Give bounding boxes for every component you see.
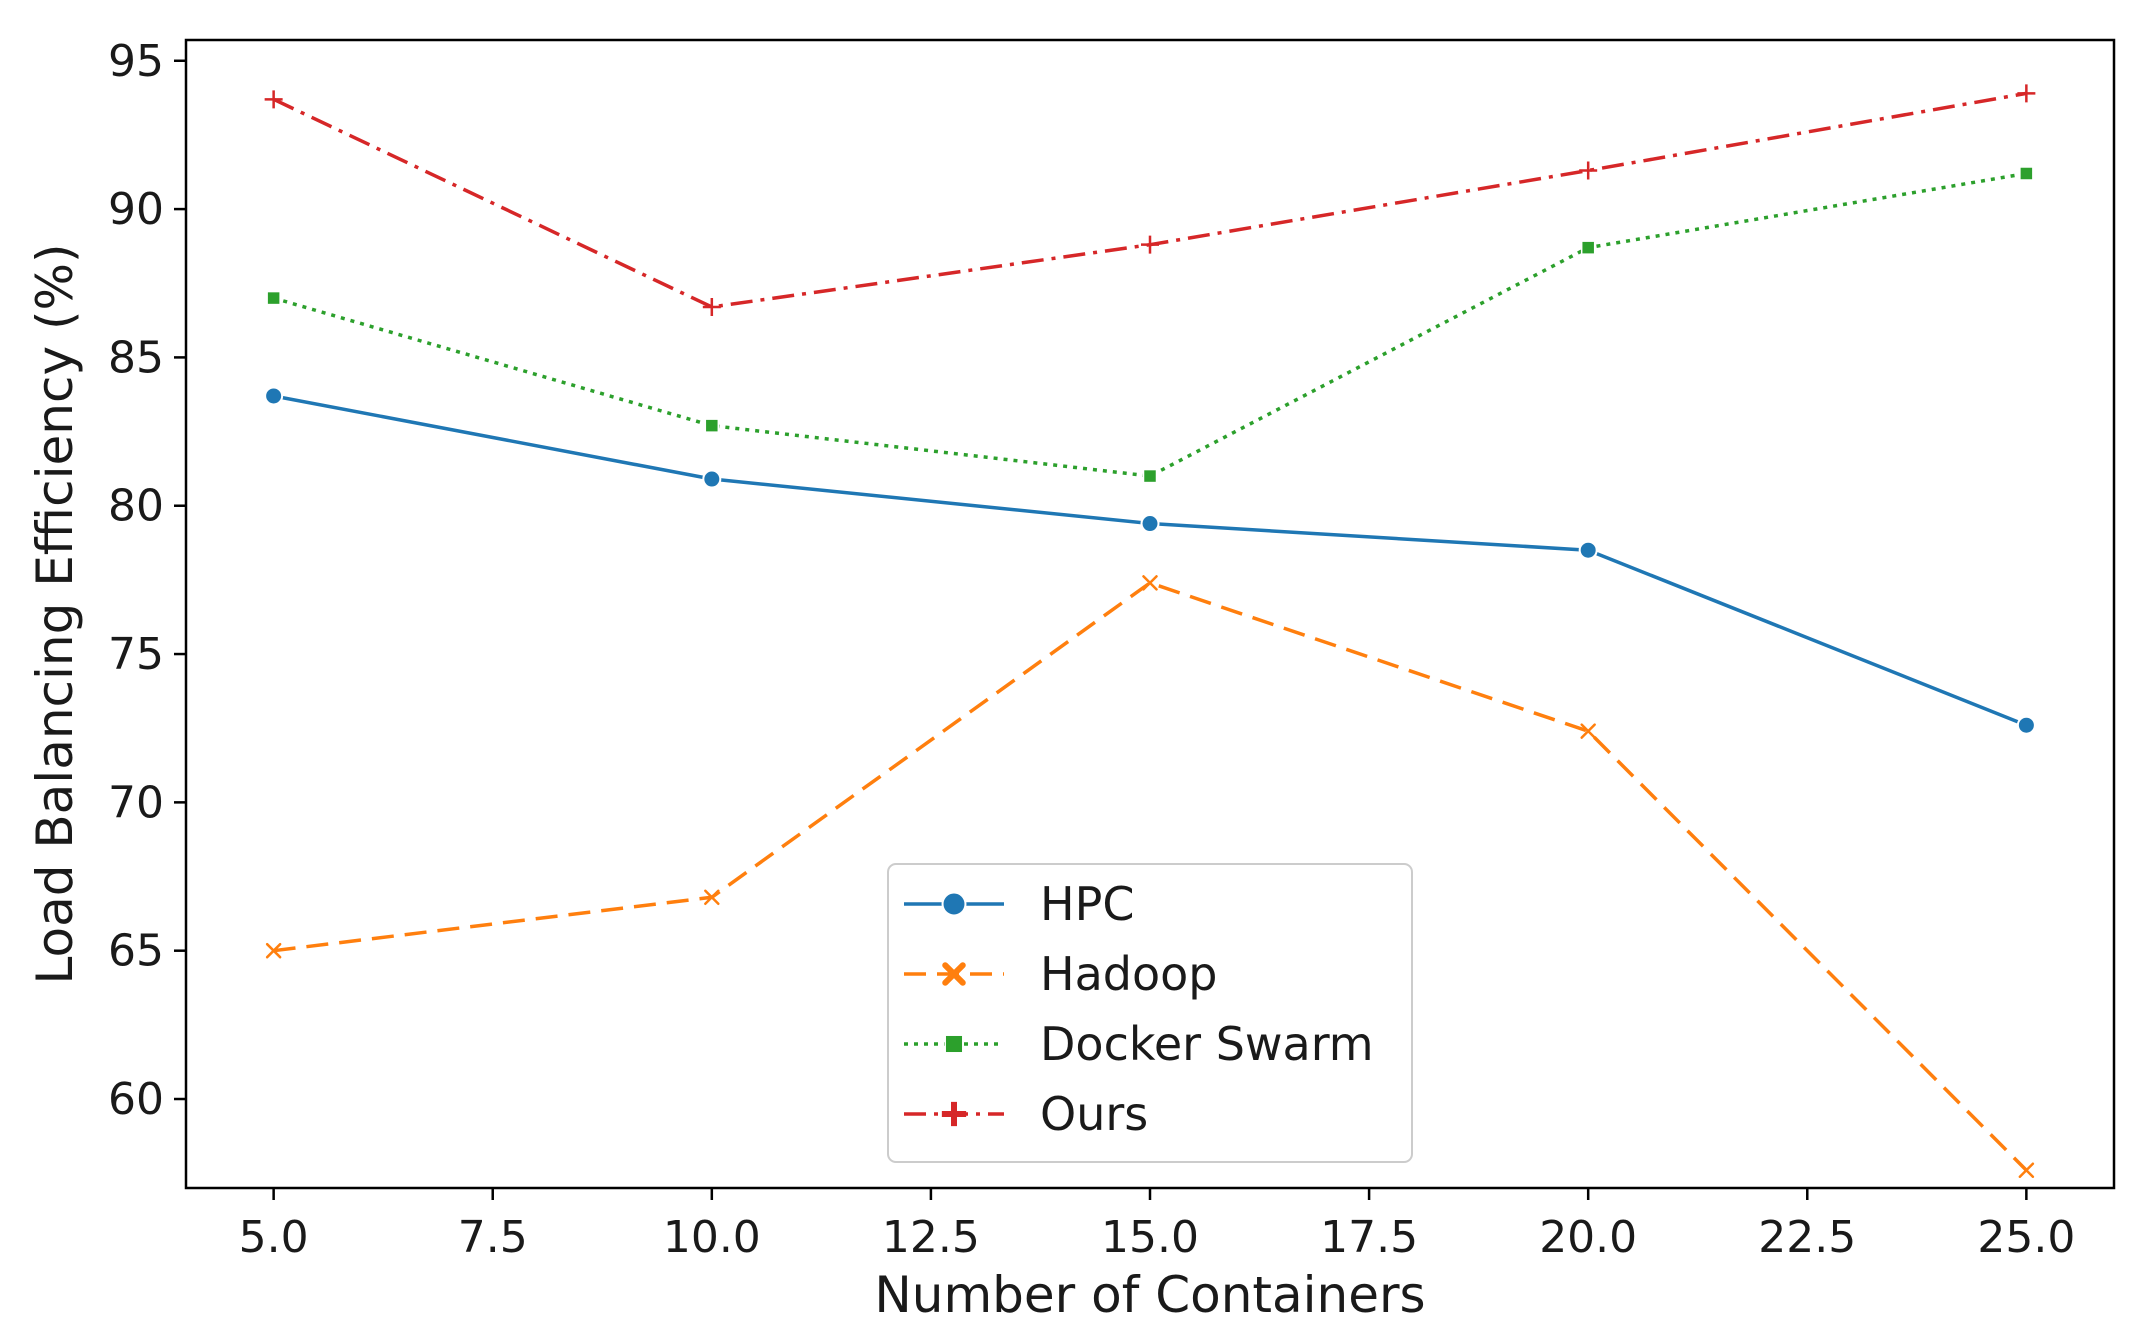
legend-item: Ours: [904, 1087, 1148, 1141]
legend-marker: [944, 1034, 964, 1054]
y-tick-label: 95: [108, 36, 164, 87]
legend-label: Docker Swarm: [1040, 1017, 1374, 1071]
y-tick-label: 90: [108, 184, 164, 235]
x-tick-label: 12.5: [882, 1212, 980, 1263]
data-point: [2017, 84, 2036, 103]
data-point: [264, 90, 283, 109]
data-point: [1580, 723, 1596, 739]
series-line: [272, 91, 2027, 309]
data-point: [264, 386, 284, 406]
series-line: [273, 171, 2027, 478]
data-point: [702, 469, 722, 489]
legend-frame: [887, 863, 1413, 1163]
y-tick-label: 80: [108, 481, 164, 532]
data-point: [704, 889, 720, 906]
x-tick-label: 7.5: [458, 1212, 528, 1263]
x-axis-title: Number of Containers: [874, 1266, 1425, 1324]
data-point: [1140, 514, 1160, 534]
series-docker-swarm: [266, 166, 2034, 484]
legend: HPC Hadoop Docker Swarm Ours: [887, 863, 1413, 1163]
data-point: [1578, 540, 1598, 560]
legend-label: Hadoop: [1040, 947, 1217, 1001]
data-point: [1580, 240, 1596, 255]
x-tick-label: 22.5: [1758, 1212, 1856, 1263]
data-point: [702, 297, 721, 316]
series-line: [273, 394, 2028, 727]
x-tick-label: 5.0: [239, 1212, 309, 1263]
y-tick-label: 70: [108, 777, 164, 828]
legend-item: Docker Swarm: [904, 1017, 1374, 1071]
y-axis: 60 65 70 75 80 85 90 95: [108, 36, 186, 1125]
legend-label: Ours: [1040, 1087, 1148, 1141]
series-hadoop: [265, 575, 2035, 1178]
data-point: [1142, 468, 1158, 484]
x-axis: 5.0 7.5 10.0 12.5 15.0 17.5 20.0 22.5 25.0: [239, 1188, 2075, 1263]
data-point: [2018, 1162, 2035, 1178]
legend-marker: [942, 962, 966, 986]
x-tick-label: 15.0: [1101, 1212, 1199, 1263]
x-tick-label: 17.5: [1320, 1212, 1418, 1263]
series-layer: [264, 84, 2036, 1178]
series-ours: [264, 84, 2036, 316]
series-line: [273, 581, 2028, 1172]
data-point: [1142, 575, 1158, 591]
legend-marker: [941, 1101, 967, 1127]
data-point: [266, 290, 281, 306]
x-tick-label: 25.0: [1977, 1212, 2075, 1263]
y-tick-label: 75: [108, 629, 164, 680]
y-axis-title: Load Balancing Efficiency (%): [26, 244, 84, 985]
x-tick-label: 20.0: [1539, 1212, 1637, 1263]
y-tick-label: 60: [108, 1074, 164, 1125]
data-point: [1141, 235, 1159, 254]
legend-item: Hadoop: [904, 947, 1217, 1001]
data-point: [1579, 161, 1598, 180]
legend-marker: [941, 891, 967, 917]
data-point: [2016, 715, 2036, 735]
data-point: [265, 942, 282, 959]
data-point: [704, 418, 720, 433]
data-point: [2019, 166, 2034, 181]
legend-label: HPC: [1040, 877, 1134, 931]
y-tick-label: 65: [108, 926, 164, 977]
legend-item: HPC: [904, 877, 1134, 931]
series-hpc: [264, 386, 2036, 735]
y-tick-label: 85: [108, 332, 164, 383]
x-tick-label: 10.0: [663, 1212, 761, 1263]
